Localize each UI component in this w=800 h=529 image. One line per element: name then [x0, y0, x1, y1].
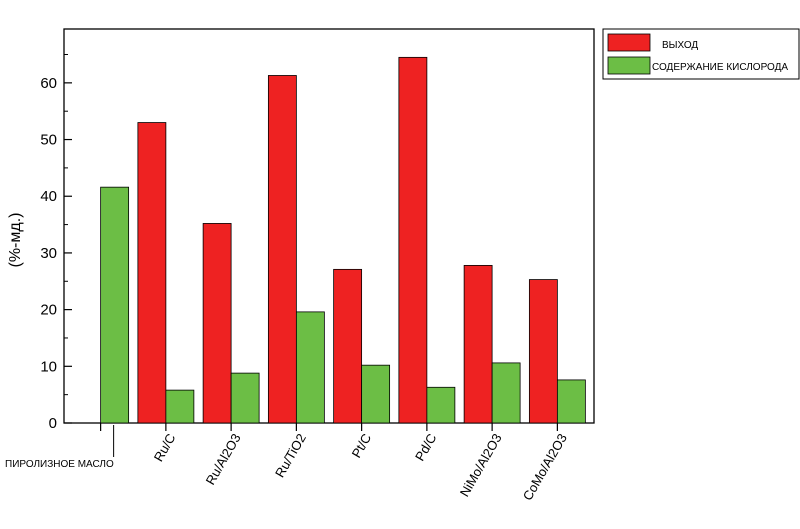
x-tick-label: NiMo/Al2O3	[457, 431, 505, 499]
x-tick-label: Ru/Al2O3	[203, 431, 244, 487]
y-tick-label: 0	[49, 415, 57, 432]
x-tick-label: Ru/TiO2	[272, 431, 309, 480]
y-axis: 0 10 20 30 40 50 60	[40, 54, 72, 432]
plot-frame	[63, 28, 595, 424]
bars-layer	[100, 56, 586, 424]
y-tick-label: 40	[40, 188, 57, 205]
bar-yield	[528, 279, 558, 424]
legend-swatch-yield	[607, 33, 651, 52]
bar-yield	[137, 122, 167, 424]
bar-oxygen	[361, 364, 391, 424]
x-tick-label: Pd/C	[412, 431, 439, 464]
x-tick-label: Ru/C	[151, 431, 179, 464]
y-tick-label: 60	[40, 75, 57, 92]
bar-oxygen	[295, 311, 325, 424]
x-tick-label: CoMo/Al2O3	[520, 431, 570, 503]
x-tick-label: Pt/C	[349, 431, 375, 460]
x-axis: ПИРОЛИЗНОЕ МАСЛО Ru/C Ru/Al2O3 Ru/TiO2 Pt/C P…	[5, 423, 570, 503]
y-tick-label: 30	[40, 245, 57, 262]
bar-yield	[398, 56, 428, 424]
bar-yield	[202, 223, 232, 424]
x-tick-label: ПИРОЛИЗНОЕ МАСЛО	[5, 459, 114, 470]
y-axis-label: (%-мд.)	[7, 213, 24, 268]
bar-oxygen	[556, 379, 586, 424]
bar-oxygen	[165, 389, 195, 424]
legend-swatch-oxygen	[607, 56, 651, 75]
y-tick-label: 10	[40, 358, 57, 375]
bar-oxygen	[100, 186, 130, 424]
legend-label-yield: ВЫХОД	[662, 40, 698, 51]
legend-label-oxygen: СОДЕРЖАНИЕ КИСЛОРОДА	[652, 62, 788, 73]
bar-yield	[267, 75, 297, 424]
bar-oxygen	[491, 362, 521, 424]
legend: ВЫХОД СОДЕРЖАНИЕ КИСЛОРОДА	[602, 28, 800, 80]
bar-yield	[463, 264, 493, 424]
bar-oxygen	[230, 372, 260, 424]
y-tick-label: 50	[40, 132, 57, 149]
y-tick-label: 20	[40, 302, 57, 319]
bar-oxygen	[426, 386, 456, 424]
bar-yield	[333, 268, 363, 424]
